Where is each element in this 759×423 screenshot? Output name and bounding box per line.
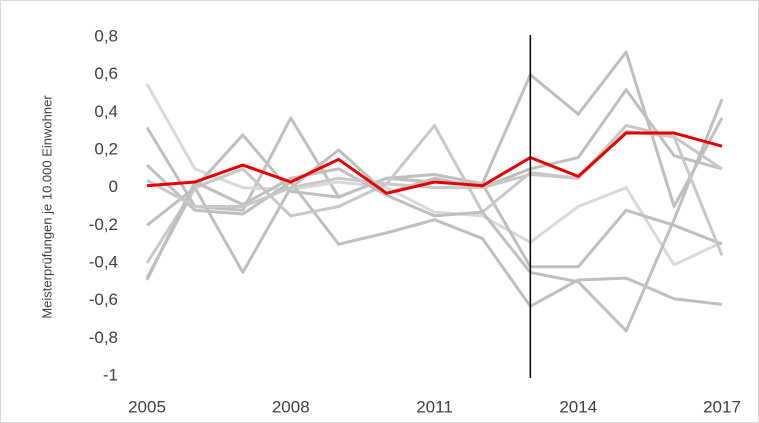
y-tick-label: 0: [109, 177, 118, 196]
series-line: [145, 83, 723, 267]
x-tick-label: 2014: [559, 397, 597, 416]
y-tick-label: 0,4: [94, 102, 118, 121]
y-tick-label: -0,2: [89, 215, 118, 234]
series-line: [145, 88, 723, 279]
y-tick-label: 0,2: [94, 139, 118, 158]
series-line: [146, 124, 724, 257]
y-tick-label: 0,8: [94, 26, 118, 45]
x-tick-label: 2017: [703, 397, 741, 416]
y-tick-label: -0,8: [89, 328, 118, 347]
series-line: [146, 131, 723, 195]
series-line: [145, 124, 723, 264]
series-line: [145, 163, 723, 308]
x-tick-label: 2008: [272, 397, 310, 416]
y-tick-label: -0,4: [89, 252, 118, 271]
x-tick-label: 2011: [416, 397, 453, 416]
y-tick-label: -0,6: [89, 290, 118, 309]
series-line: [146, 133, 723, 269]
series-line: [145, 98, 724, 333]
y-axis-label: Meisterprüfungen je 10.000 Einwohner: [39, 95, 54, 319]
y-tick-label: 0,6: [94, 64, 118, 83]
x-tick-label: 2005: [128, 397, 166, 416]
y-tick-label: -1: [103, 365, 118, 384]
